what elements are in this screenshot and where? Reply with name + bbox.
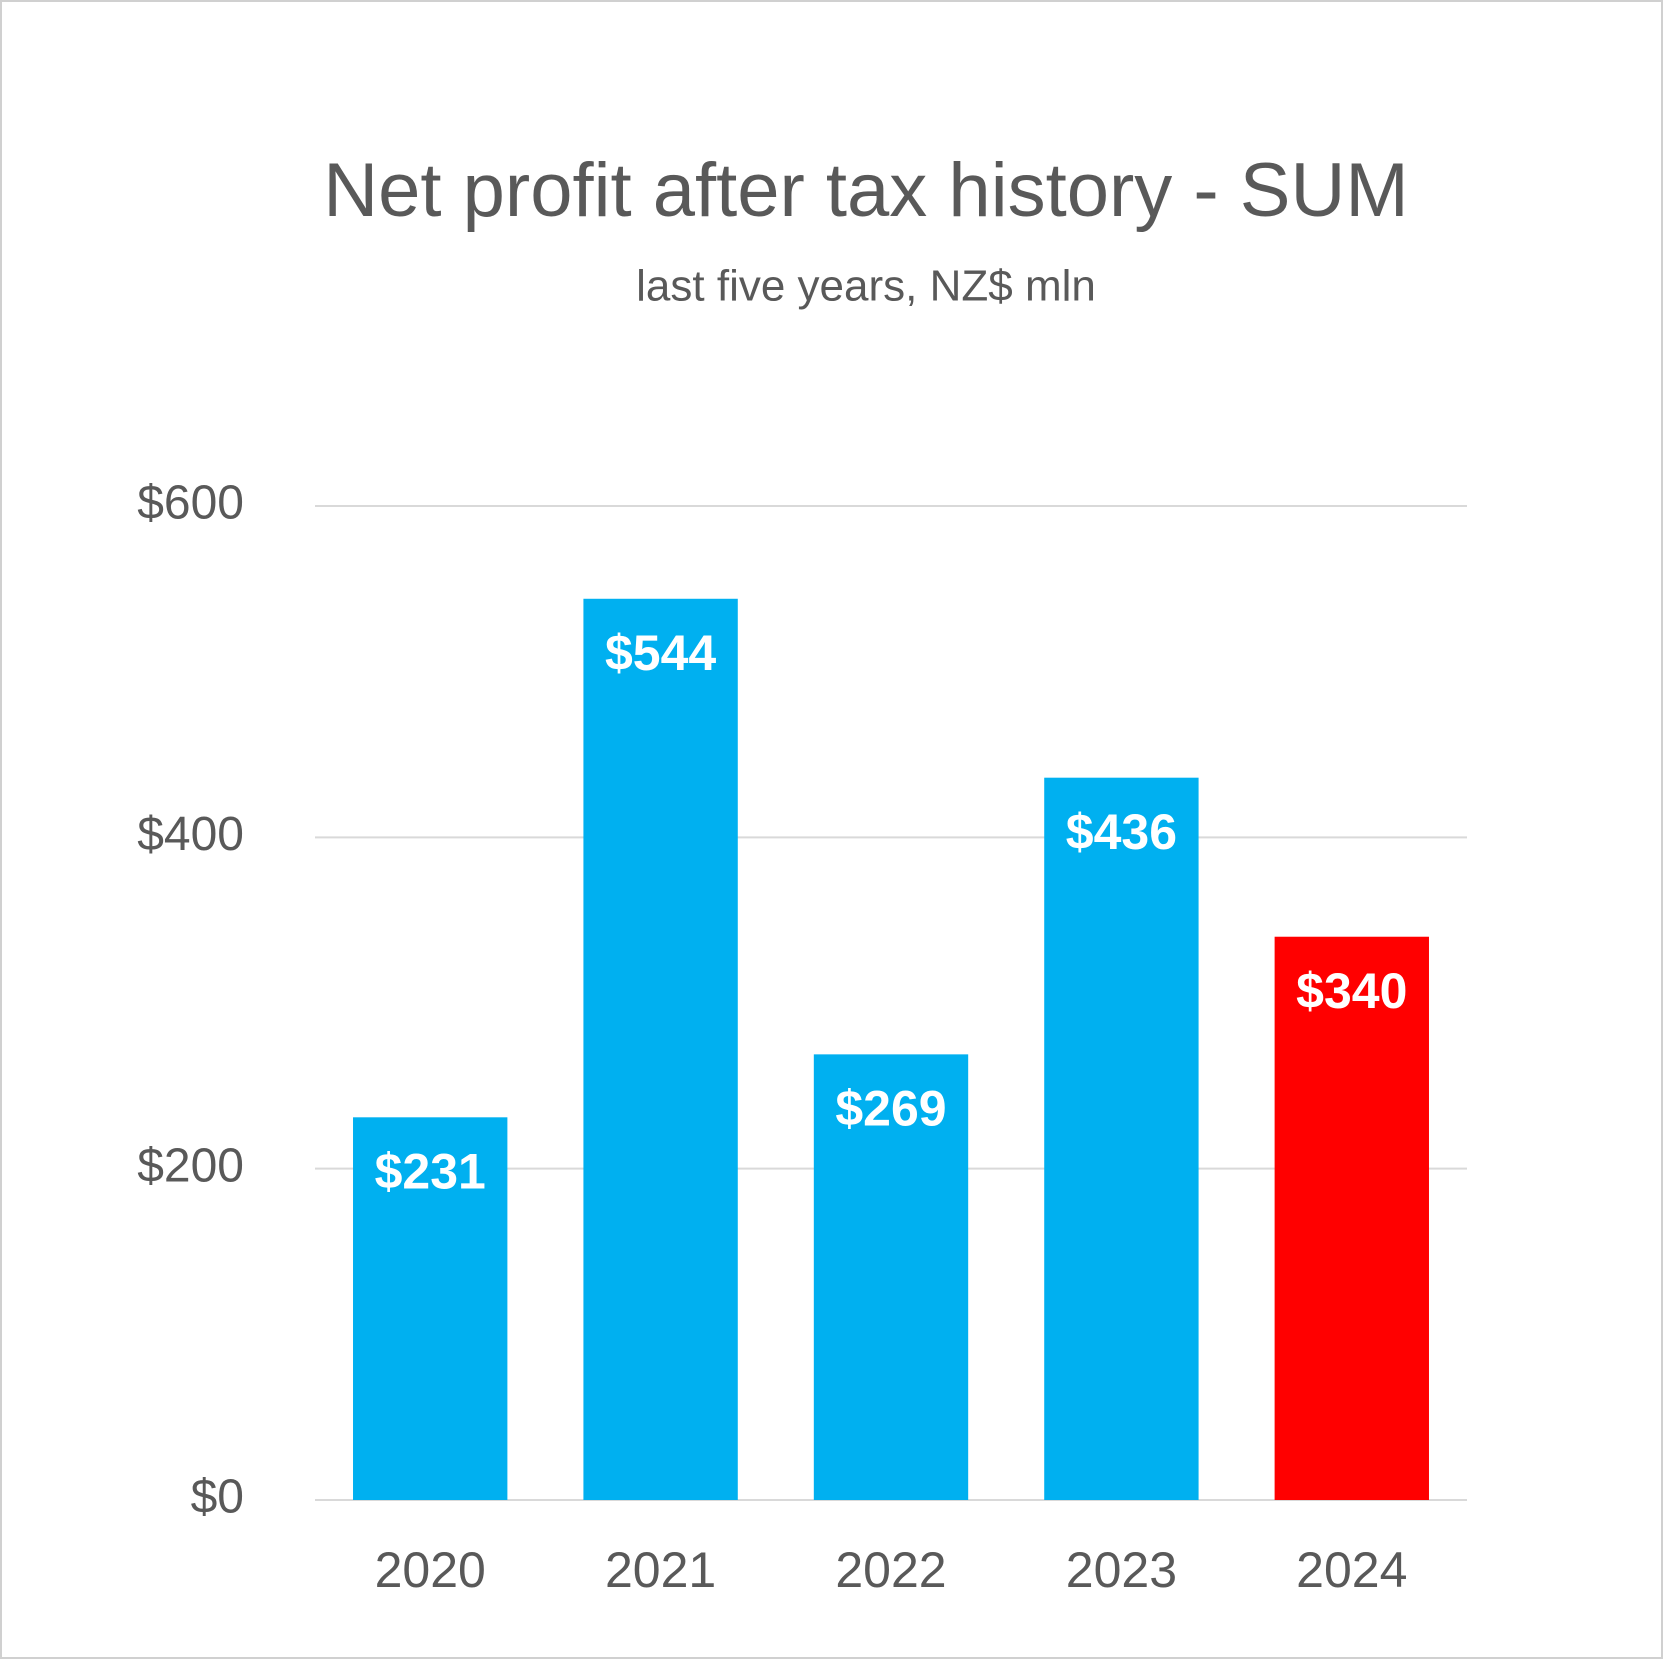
value-label: $340 <box>1296 963 1407 1019</box>
chart-subtitle: last five years, NZ$ mln <box>636 262 1096 311</box>
bar <box>1044 777 1199 1500</box>
x-tick-label: 2024 <box>1296 1542 1407 1598</box>
value-label: $269 <box>835 1081 946 1137</box>
value-label: $544 <box>605 625 716 681</box>
y-tick-label: $400 <box>137 808 244 861</box>
bar <box>1274 936 1429 1500</box>
x-tick-label: 2020 <box>375 1542 486 1598</box>
bar <box>813 1054 969 1500</box>
bar <box>583 598 738 1500</box>
y-tick-label: $600 <box>137 477 244 530</box>
x-tick-label: 2022 <box>835 1542 946 1598</box>
value-label: $231 <box>375 1144 486 1200</box>
y-tick-label: $200 <box>137 1139 244 1192</box>
y-tick-label: $0 <box>191 1471 244 1524</box>
bar <box>353 1117 508 1500</box>
x-tick-label: 2023 <box>1066 1542 1177 1598</box>
x-tick-label: 2021 <box>605 1542 716 1598</box>
value-label: $436 <box>1066 804 1177 860</box>
chart-title: Net profit after tax history - SUM <box>323 148 1408 233</box>
